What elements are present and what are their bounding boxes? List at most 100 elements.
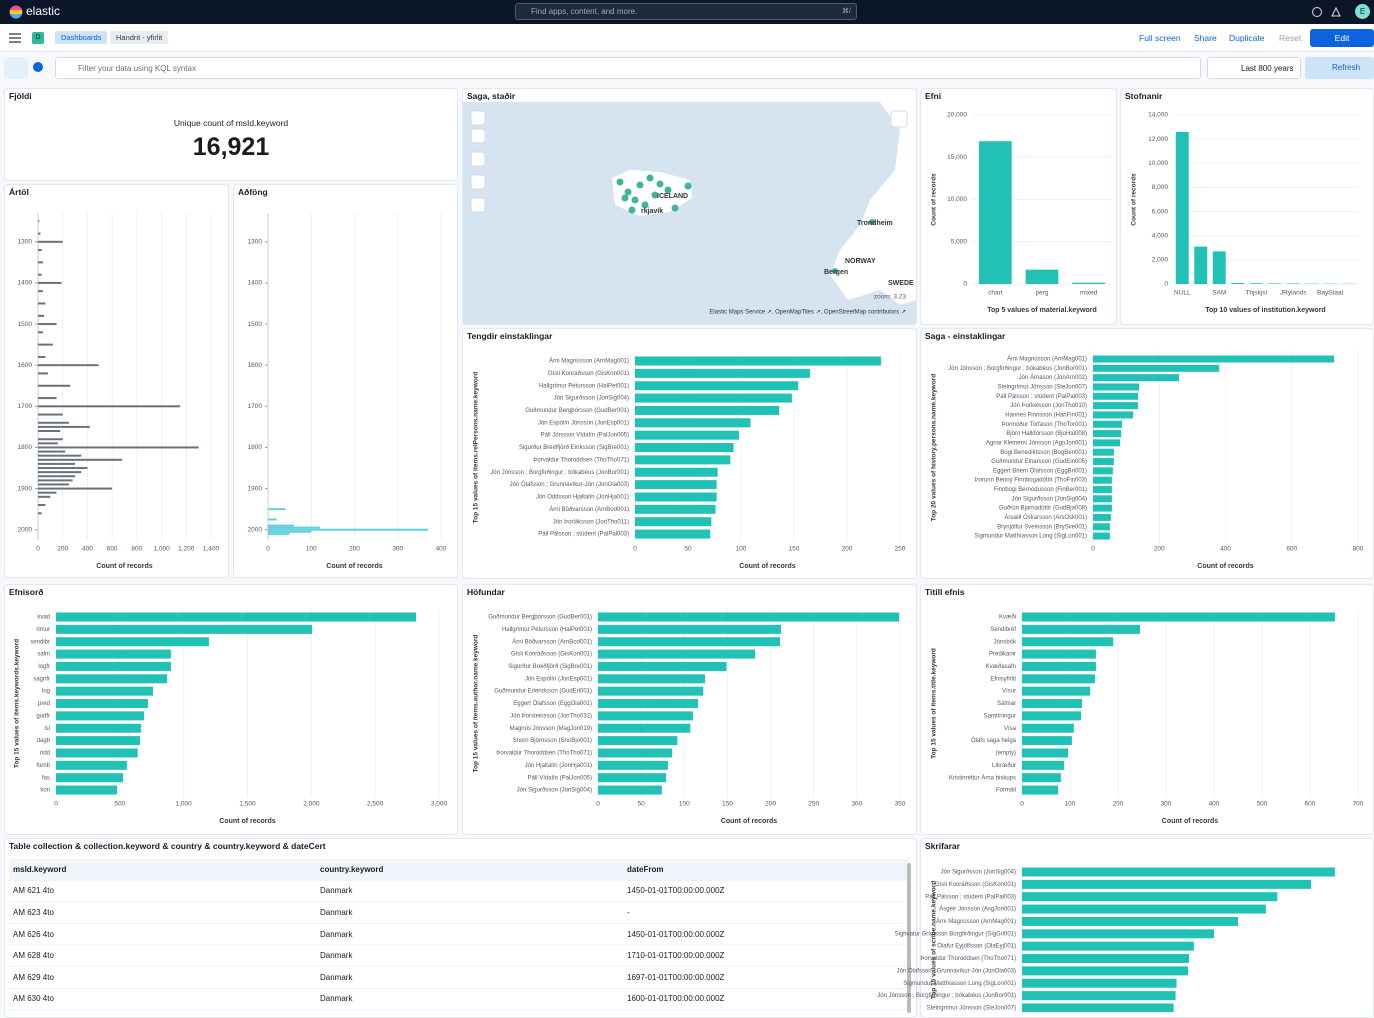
bar xyxy=(56,761,127,770)
bar xyxy=(38,455,81,457)
map-point xyxy=(617,179,624,186)
x-tick-label: 400 xyxy=(436,546,447,553)
y-tick-label: Sigurður Breiðfjörð Eiríksson (SigBre001… xyxy=(519,444,629,451)
x-tick-label: 100 xyxy=(1065,801,1076,808)
bar xyxy=(1022,650,1096,659)
bar xyxy=(635,418,751,427)
x-tick-label: 150 xyxy=(789,546,800,553)
bar xyxy=(38,364,99,366)
x-axis-title: Top 5 values of material.keyword xyxy=(987,307,1097,314)
bar xyxy=(38,451,65,453)
bar xyxy=(1022,917,1238,926)
y-tick-label: Þorunn Benný Finnbogadóttir (ThoFin003) xyxy=(975,478,1087,484)
bar xyxy=(1093,393,1138,400)
bar xyxy=(1022,991,1176,1000)
y-tick-label: Ólafs saga helga xyxy=(971,737,1017,744)
y-tick-label: Guðmundur Einarsson (GudEin005) xyxy=(991,458,1087,465)
x-tick-label: 300 xyxy=(1161,801,1172,808)
y-tick-label: Árni Magnússon (ArnMag001) xyxy=(549,358,629,365)
map-point xyxy=(629,207,636,214)
bar xyxy=(1022,868,1335,877)
x-tick-label: 50 xyxy=(684,546,692,553)
bar xyxy=(56,724,141,733)
map-point xyxy=(637,182,644,189)
y-tick-label: pred xyxy=(38,701,50,707)
bar xyxy=(38,459,122,461)
bar xyxy=(1022,761,1064,770)
y-tick-label: 2,000 xyxy=(1152,257,1169,264)
y-tick-label: Árni Böðvarsson (ArnBod001) xyxy=(549,506,629,513)
bar xyxy=(635,443,734,452)
y-tick-label: 8,000 xyxy=(1152,184,1169,191)
bar xyxy=(38,249,42,251)
bar xyxy=(1022,674,1095,683)
bar xyxy=(56,711,144,720)
y-tick-label: kvad xyxy=(37,615,50,621)
y-tick-label: Kvæði xyxy=(999,614,1016,621)
y-tick-label: Jón Jónsson ; Borgfirðingur ; bókabéus (… xyxy=(877,992,1016,999)
bar xyxy=(598,699,698,708)
bar xyxy=(268,508,285,510)
bar xyxy=(598,687,703,696)
y-tick-label: Bogi Benediktsson (BogBen001) xyxy=(1000,450,1087,456)
map-point xyxy=(685,183,692,190)
bar xyxy=(598,662,727,671)
x-tick-label: 200 xyxy=(1154,546,1165,553)
bar xyxy=(1093,486,1112,493)
x-axis-title: Count of records xyxy=(326,563,382,570)
y-tick-label: 10,000 xyxy=(1148,160,1168,167)
y-tick-label: Guðmundur Bergþórsson (GudBer001) xyxy=(488,614,592,621)
y-tick-label: Jónsbók xyxy=(994,639,1017,645)
bar xyxy=(635,431,739,440)
y-tick-label: 10,000 xyxy=(947,196,967,203)
y-tick-label: logfr xyxy=(38,664,50,670)
y-tick-label: 4,000 xyxy=(1152,232,1169,239)
bar xyxy=(38,446,199,448)
y-tick-label: Þorvaldur Thoroddsen (ThoTho071) xyxy=(496,751,592,757)
y-tick-label: Sigmundur Matthíasson Long (SigLon001) xyxy=(903,981,1016,987)
x-axis-title: Count of records xyxy=(739,563,795,570)
y-tick-label: Guðrún Bjarnadóttir (GudBja008) xyxy=(999,505,1087,512)
y-tick-label: Hallgrímur Pétursson (HalPet001) xyxy=(502,627,592,633)
bar xyxy=(38,426,90,428)
x-tick-label: 2,500 xyxy=(367,801,384,808)
y-tick-label: 15,000 xyxy=(947,154,967,161)
bar xyxy=(1022,786,1058,795)
y-tick-label: sendibr xyxy=(30,639,50,645)
x-tick-label: 300 xyxy=(851,801,862,808)
y-tick-label: 1900 xyxy=(18,485,33,492)
y-tick-label: 1700 xyxy=(248,403,263,410)
bar xyxy=(598,786,662,795)
bar xyxy=(38,442,58,444)
y-tick-label: Jón Ólafsson ; Grunnavíkur-Jón (JonOla00… xyxy=(510,481,629,488)
bar xyxy=(1022,699,1082,708)
map-point xyxy=(647,175,654,182)
map: ICELANDrkjavíkTrondheimNORWAYBergenSWEDE… xyxy=(463,102,916,324)
y-tick-label: 12,000 xyxy=(1148,136,1168,143)
x-tick-label: 200 xyxy=(842,546,853,553)
y-tick-label: 2000 xyxy=(18,526,33,533)
x-tick-label: 400 xyxy=(1220,546,1231,553)
y-tick-label: Jón Espólín Jónsson (JonEsp001) xyxy=(538,420,629,426)
y-tick-label: Gísli Konráðsson (GisKon001) xyxy=(511,651,592,658)
y-tick-label: Sigurður Breiðfjörð (SigBre001) xyxy=(508,663,592,670)
bar xyxy=(38,356,45,358)
map-button xyxy=(471,111,485,125)
x-tick-label: mixed xyxy=(1080,290,1098,297)
y-tick-label: Jón Þorkelsson (JonTho010) xyxy=(1010,403,1087,409)
bar xyxy=(38,274,42,276)
x-axis-title: Count of records xyxy=(96,563,152,570)
y-tick-label: 1400 xyxy=(248,280,263,287)
x-tick-label: 1,200 xyxy=(178,546,195,553)
y-tick-label: Snorri Björnsson (SnoBjo001) xyxy=(513,738,592,744)
bar xyxy=(1268,283,1281,284)
y-tick-label: gudfr xyxy=(36,713,50,719)
map-attribution: Elastic Maps Service ↗, OpenMapTiles ↗, … xyxy=(709,310,906,316)
bar xyxy=(598,674,705,683)
y-tick-label: Eggert Ólafsson (EggOla001) xyxy=(513,700,592,707)
y-tick-label: Þorvaldur Thoroddsen (ThoTho071) xyxy=(533,457,629,463)
bar xyxy=(38,496,50,498)
y-tick-label: Jón Jónsson ; Borgfirðingur ; bókabéus (… xyxy=(490,469,629,476)
bar xyxy=(1093,523,1110,530)
